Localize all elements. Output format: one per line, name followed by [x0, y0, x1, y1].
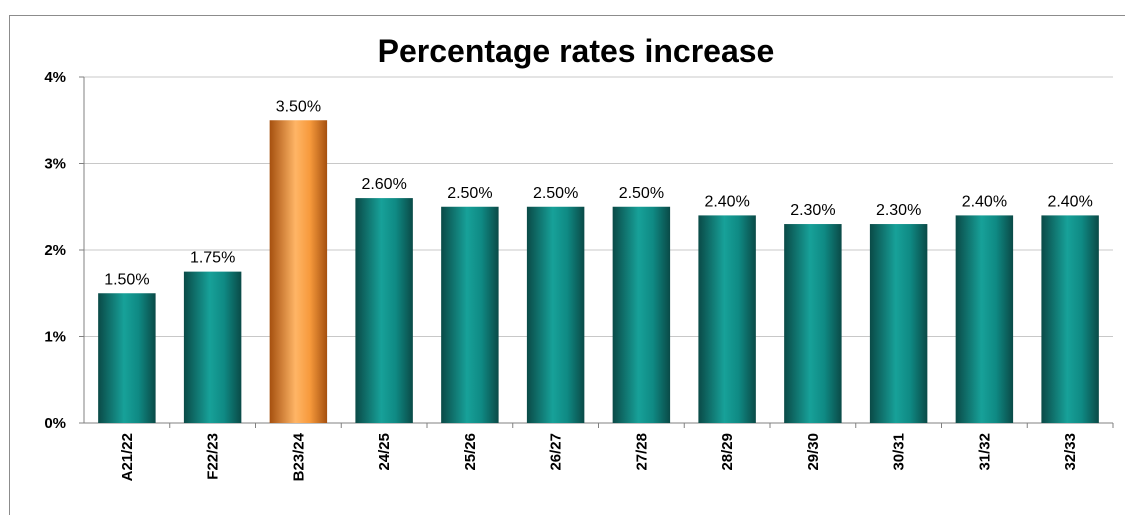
- data-label: 1.50%: [104, 271, 149, 288]
- data-label: 2.50%: [447, 185, 492, 202]
- bar: [98, 293, 156, 423]
- y-tick-label: 2%: [44, 242, 66, 259]
- x-tick-label: 30/31: [891, 433, 908, 471]
- bar: [612, 206, 671, 423]
- data-label: 2.30%: [790, 202, 835, 219]
- data-label: 2.40%: [1047, 193, 1092, 210]
- bar: [526, 206, 585, 423]
- data-label: 2.60%: [361, 176, 406, 193]
- x-tick-label: 31/32: [976, 433, 993, 471]
- x-axis-tick-labels: A21/22 F22/23 B23/24 24/25 25/26 26/27 27/28 28…: [119, 432, 1079, 481]
- data-label: 3.50%: [276, 98, 321, 115]
- y-tick-label: 1%: [44, 329, 66, 346]
- data-label: 2.40%: [962, 193, 1007, 210]
- x-tick-label: F22/23: [205, 433, 222, 480]
- bar: [441, 206, 499, 423]
- bar: [698, 215, 756, 423]
- data-label: 2.30%: [876, 202, 921, 219]
- data-label: 2.40%: [704, 193, 749, 210]
- bar: [183, 271, 242, 423]
- x-tick-label: 28/29: [719, 433, 736, 471]
- x-tick-label: B23/24: [290, 432, 307, 481]
- x-tick-label: A21/22: [119, 433, 136, 481]
- x-tick-label: 24/25: [376, 433, 393, 471]
- chart-title: Percentage rates increase: [378, 33, 775, 69]
- chart-frame: [9, 15, 1125, 515]
- y-axis-tick-labels: 0% 1% 2% 3% 4%: [44, 69, 66, 432]
- y-tick-label: 3%: [44, 156, 66, 173]
- data-label: 1.75%: [190, 250, 235, 267]
- y-tick-label: 0%: [44, 415, 66, 432]
- data-labels: 1.50% 1.75% 3.50% 2.60% 2.50% 2.50% 2.50% 2.40%…: [104, 98, 1093, 288]
- bar: [355, 198, 413, 423]
- x-tick-label: 29/30: [805, 433, 822, 471]
- bar: [1041, 215, 1099, 423]
- x-tick-label: 25/26: [462, 433, 479, 471]
- bars: [98, 120, 1099, 423]
- bar: [869, 224, 928, 423]
- bar: [955, 215, 1014, 423]
- axes: [79, 76, 1114, 428]
- x-tick-label: 26/27: [548, 433, 565, 471]
- bar-highlighted: [269, 120, 328, 423]
- data-label: 2.50%: [619, 185, 664, 202]
- y-tick-label: 4%: [44, 69, 66, 86]
- x-tick-label: 32/33: [1062, 433, 1079, 471]
- bar: [784, 224, 842, 423]
- x-tick-label: 27/28: [633, 433, 650, 471]
- gridlines: [84, 76, 1113, 337]
- data-label: 2.50%: [533, 185, 578, 202]
